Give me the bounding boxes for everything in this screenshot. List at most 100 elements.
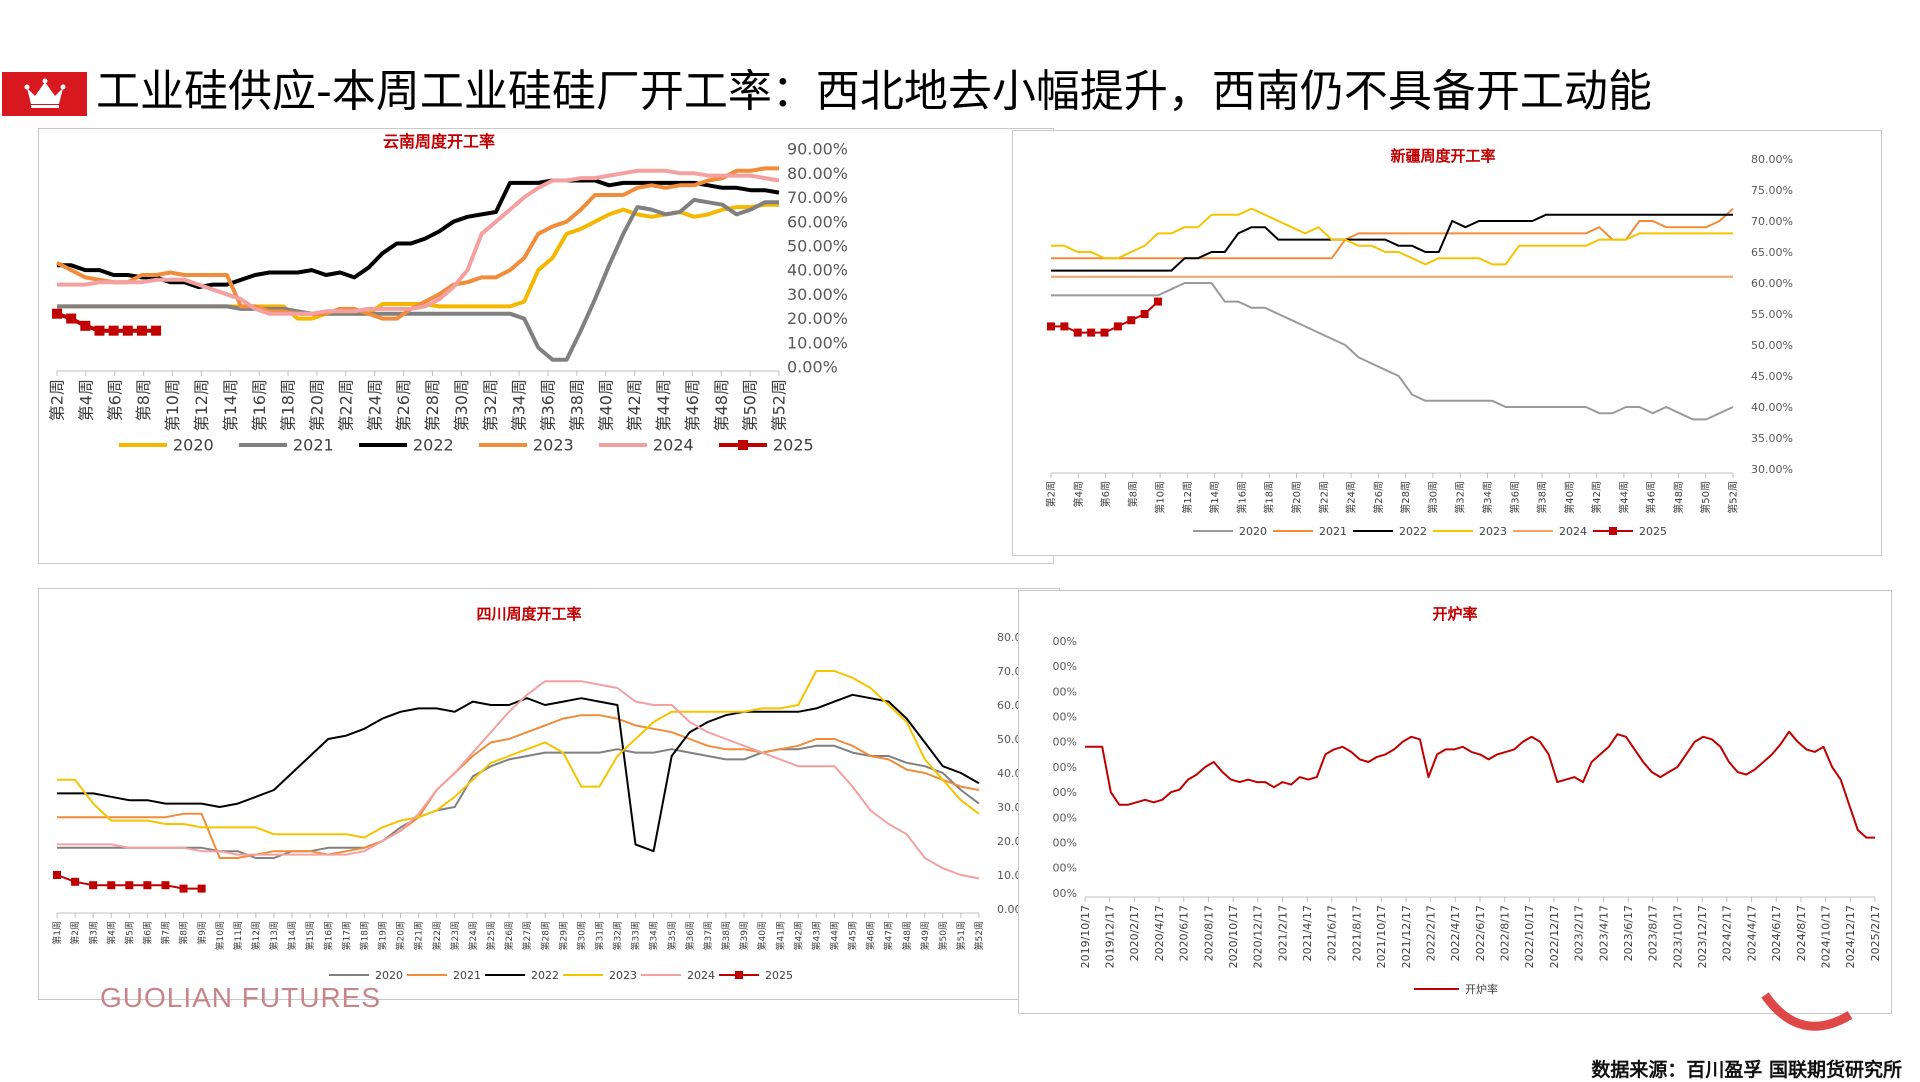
data-point: [66, 313, 77, 324]
x-tick-label: 第31周: [594, 921, 606, 950]
x-tick-label: 第44周: [829, 921, 841, 950]
legend-label: 2020: [375, 969, 403, 982]
chart-title: 云南周度开工率: [383, 132, 495, 151]
legend-label: 2022: [413, 436, 454, 455]
data-point: [1060, 322, 1069, 331]
x-tick-label: 2024/12/17: [1844, 905, 1857, 968]
legend-label: 2025: [765, 969, 793, 982]
data-point: [179, 884, 188, 893]
y-tick-label: 60.00%: [787, 212, 848, 231]
x-tick-label: 第28周: [1399, 481, 1412, 514]
data-point: [53, 871, 61, 879]
x-tick-label: 第23周: [449, 921, 461, 950]
series-line-2021: [57, 197, 779, 362]
chart-furnace-rate: 开炉率00%00%00%00%00%00%00%00%00%00%00%2019…: [1053, 605, 1882, 996]
data-point: [1047, 322, 1055, 331]
x-tick-label: 第12周: [1181, 481, 1194, 514]
x-tick-label: 第14周: [1208, 481, 1221, 514]
x-tick-label: 第26周: [394, 379, 413, 431]
y-tick-label: 30.00%: [787, 285, 848, 304]
data-point: [1087, 328, 1096, 337]
series-line-2020: [57, 202, 779, 321]
x-tick-label: 第24周: [467, 921, 479, 950]
data-point: [143, 881, 152, 890]
x-tick-label: 2020/2/17: [1128, 905, 1141, 961]
x-tick-label: 第48周: [901, 921, 913, 950]
x-tick-label: 第2周: [69, 921, 81, 945]
data-point: [1113, 322, 1122, 331]
x-tick-label: 2025/2/17: [1869, 905, 1882, 961]
x-tick-label: 第20周: [395, 921, 407, 950]
x-tick-label: 2023/2/17: [1573, 905, 1586, 961]
legend-label: 2021: [1319, 525, 1347, 538]
x-tick-label: 第52周: [770, 379, 789, 431]
series-line-2023: [1051, 207, 1733, 266]
x-tick-label: 第46周: [1645, 481, 1658, 514]
x-tick-label: 第46周: [865, 921, 877, 950]
legend-label: 2022: [531, 969, 559, 982]
decorative-arc: [1761, 992, 1853, 1031]
chart-title: 四川周度开工率: [476, 605, 581, 623]
data-point: [1153, 297, 1162, 306]
x-tick-label: 第4周: [1072, 481, 1085, 507]
x-tick-label: 第25周: [485, 921, 497, 950]
x-tick-label: 2024/10/17: [1819, 905, 1832, 968]
x-tick-label: 第46周: [683, 379, 702, 431]
x-tick-label: 第26周: [1372, 481, 1385, 514]
x-tick-label: 第4周: [105, 921, 117, 945]
x-tick-label: 第22周: [431, 921, 443, 950]
x-tick-label: 2022/2/17: [1424, 905, 1437, 961]
x-tick-label: 第8周: [1126, 481, 1139, 507]
x-tick-label: 2022/12/17: [1548, 905, 1561, 968]
y-tick-label: 00%: [1053, 786, 1077, 799]
x-tick-label: 2021/10/17: [1375, 905, 1388, 968]
x-tick-label: 第49周: [919, 921, 931, 950]
x-tick-label: 第34周: [1481, 481, 1494, 514]
x-tick-label: 第4周: [76, 379, 95, 421]
x-tick-label: 第44周: [1617, 481, 1630, 514]
y-tick-label: 55.00%: [1751, 308, 1793, 321]
series-line-2022: [57, 178, 780, 290]
x-tick-label: 第48周: [712, 379, 731, 431]
x-tick-label: 第34周: [510, 379, 529, 431]
data-point: [108, 325, 119, 336]
chart-panel-furnace-rate: 开炉率 00% 00% 00% 00% 00% 00% 00% 00% 00% 00% 00% 2019…: [1018, 590, 1892, 1014]
legend-marker: [738, 440, 748, 450]
x-tick-label: 第33周: [630, 921, 642, 950]
legend-marker: [735, 971, 743, 979]
y-tick-label: 00%: [1053, 887, 1077, 900]
x-tick-label: 第12周: [192, 379, 211, 431]
legend-label: 2021: [293, 436, 334, 455]
x-tick-label: 2020/6/17: [1178, 905, 1191, 961]
x-tick-label: 2021/8/17: [1350, 905, 1363, 961]
x-tick-label: 第30周: [1426, 481, 1439, 514]
x-tick-label: 第16周: [1235, 481, 1248, 514]
x-tick-label: 2019/12/17: [1104, 905, 1117, 968]
x-tick-label: 第19周: [377, 921, 389, 950]
x-tick-label: 2022/6/17: [1474, 905, 1487, 961]
x-tick-label: 第8周: [134, 379, 153, 421]
series-line-开炉率: [1085, 730, 1875, 839]
x-tick-label: 第36周: [684, 921, 696, 950]
x-tick-label: 2023/4/17: [1597, 905, 1610, 961]
x-tick-label: 第2周: [1045, 481, 1058, 507]
x-tick-label: 第3周: [87, 921, 99, 945]
y-tick-label: 45.00%: [1751, 370, 1793, 383]
legend-label: 2023: [533, 436, 574, 455]
y-tick-label: 00%: [1053, 811, 1077, 824]
y-tick-label: 30.00%: [1751, 463, 1793, 476]
x-tick-label: 2023/10/17: [1671, 905, 1684, 968]
x-tick-label: 第43周: [810, 921, 822, 950]
x-tick-label: 2024/2/17: [1721, 905, 1734, 961]
series-line-2023: [57, 670, 980, 839]
series-line-2021: [1051, 207, 1734, 260]
x-tick-label: 第32周: [612, 921, 624, 950]
y-tick-label: 70.00%: [1751, 215, 1793, 228]
x-tick-label: 第40周: [756, 921, 768, 950]
x-tick-label: 第1周: [51, 921, 63, 945]
legend-label: 2022: [1399, 525, 1427, 538]
legend-label: 2025: [773, 436, 814, 455]
crown-icon: [24, 78, 66, 108]
x-tick-label: 第28周: [423, 379, 442, 431]
legend-label: 2021: [453, 969, 481, 982]
